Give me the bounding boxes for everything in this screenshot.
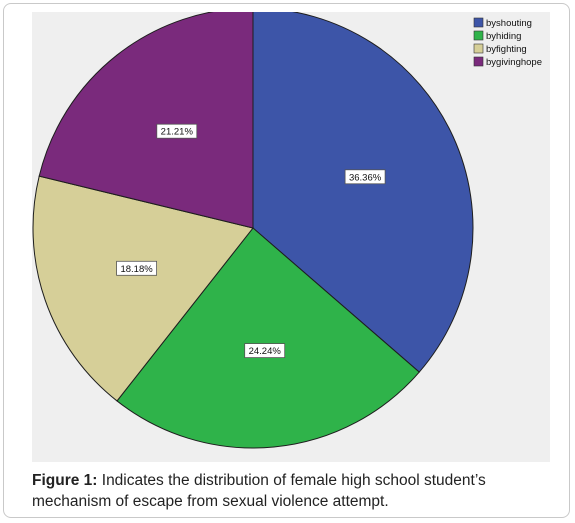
legend-item-byfighting: byfighting (473, 43, 527, 55)
svg-text:bygivinghope: bygivinghope (486, 57, 542, 68)
slice-label-byfighting: 18.18% (116, 260, 157, 276)
slice-label-byhiding: 24.24% (244, 343, 286, 359)
figure-caption: Figure 1: Indicates the distribution of … (32, 470, 562, 512)
svg-text:18.18%: 18.18% (120, 264, 153, 275)
legend: byshouting byhiding byfighting bygivinghope (473, 17, 542, 68)
figure-frame: 36.36% 24.24% 18.18% 21.21% byshouting byhidi… (3, 3, 570, 518)
slice-label-byshouting: 36.36% (344, 169, 386, 185)
legend-item-byshouting: byshouting (473, 17, 532, 29)
svg-text:byfighting: byfighting (486, 44, 527, 55)
pie-slice-byhiding (116, 227, 420, 449)
pie-slice-bygivinghope (38, 12, 254, 229)
pie-slice-byshouting (252, 12, 474, 373)
legend-item-bygivinghope: bygivinghope (473, 56, 542, 68)
pie-slice-byfighting (32, 175, 254, 402)
svg-text:byhiding: byhiding (486, 31, 521, 42)
svg-text:byshouting: byshouting (486, 18, 532, 29)
caption-lead: Figure 1: (32, 472, 98, 489)
pie-chart: 36.36% 24.24% 18.18% 21.21% byshouting byhidi… (32, 12, 542, 449)
svg-text:24.24%: 24.24% (249, 346, 282, 357)
slice-label-bygivinghope: 21.21% (156, 123, 198, 139)
legend-item-byhiding: byhiding (473, 30, 521, 42)
svg-text:21.21%: 21.21% (161, 127, 194, 138)
caption-text: Indicates the distribution of female hig… (32, 472, 486, 510)
svg-text:36.36%: 36.36% (349, 172, 382, 183)
pie-chart-panel: 36.36% 24.24% 18.18% 21.21% byshouting byhidi… (32, 12, 550, 462)
